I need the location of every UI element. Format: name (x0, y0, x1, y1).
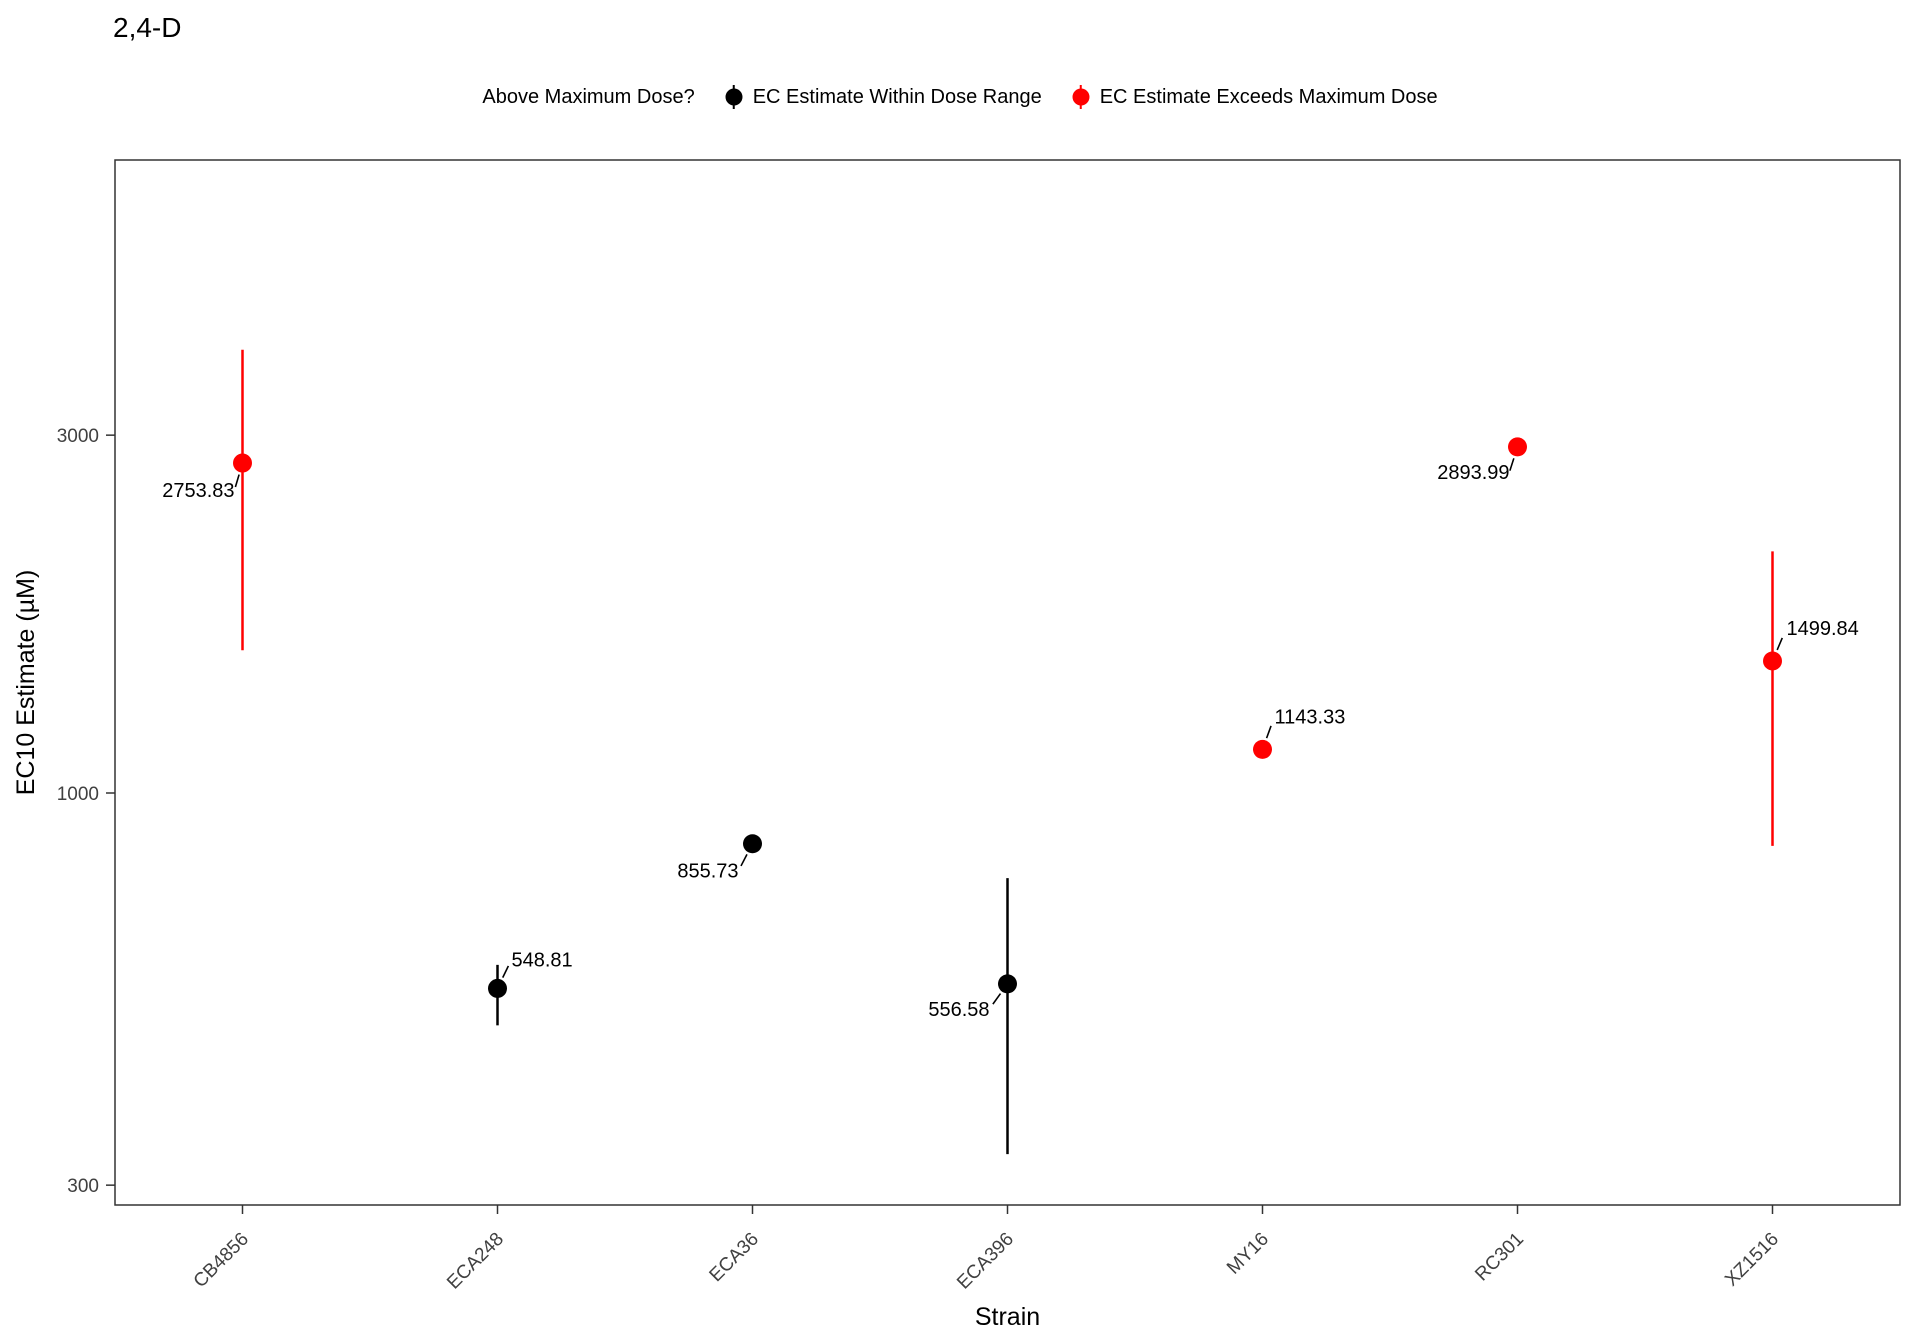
plot-title: 2,4-D (113, 12, 182, 43)
point-ECA248 (488, 978, 507, 998)
x-tick-label: ECA248 (443, 1229, 508, 1294)
legend-title: Above Maximum Dose? (482, 85, 695, 108)
label-leader-ECA36 (740, 854, 748, 867)
y-tick-label: 1000 (57, 784, 99, 805)
point-value-label-RC301: 2893.99 (1437, 462, 1509, 484)
label-leader-RC301 (1509, 458, 1515, 471)
point-value-label-XZ1516: 1499.84 (1787, 618, 1859, 640)
point-RC301 (1508, 437, 1527, 457)
legend: Above Maximum Dose? EC Estimate Within D… (0, 82, 1920, 112)
label-leader-MY16 (1265, 725, 1272, 739)
legend-label-within: EC Estimate Within Dose Range (752, 85, 1042, 108)
legend-item-within-dose-range: EC Estimate Within Dose Range (725, 82, 1042, 112)
point-value-label-ECA36: 855.73 (677, 861, 738, 883)
y-axis-title: EC10 Estimate (µM) (12, 570, 40, 796)
point-ECA36 (743, 834, 762, 854)
point-value-label-CB4856: 2753.83 (162, 480, 234, 502)
x-tick-label: ECA36 (706, 1229, 763, 1286)
x-tick-label: XZ1516 (1721, 1229, 1783, 1291)
legend-label-exceeds: EC Estimate Exceeds Maximum Dose (1099, 85, 1438, 108)
label-leader-ECA248 (501, 965, 510, 978)
label-leader-CB4856 (234, 474, 240, 488)
pointrange-key-black-icon (725, 82, 743, 112)
legend-key-dot (1072, 88, 1090, 106)
label-leader-XZ1516 (1776, 637, 1784, 651)
x-tick-label: RC301 (1471, 1229, 1528, 1286)
x-tick-label: ECA396 (953, 1229, 1018, 1294)
point-value-label-ECA248: 548.81 (512, 949, 573, 971)
y-tick-label: 300 (67, 1176, 99, 1197)
pointrange-key-red-icon (1072, 82, 1090, 112)
legend-key-dot (725, 88, 743, 106)
point-XZ1516 (1763, 651, 1782, 671)
point-value-label-MY16: 1143.33 (1275, 706, 1346, 728)
point-ECA396 (998, 974, 1017, 994)
label-leader-ECA396 (992, 993, 1002, 1005)
x-tick-label: CB4856 (190, 1229, 253, 1292)
legend-item-exceeds-max-dose: EC Estimate Exceeds Maximum Dose (1072, 82, 1438, 112)
point-value-label-ECA396: 556.58 (928, 999, 989, 1021)
x-tick-label: MY16 (1223, 1229, 1273, 1279)
x-axis-title: Strain (975, 1303, 1040, 1331)
point-MY16 (1253, 739, 1272, 759)
y-tick-label: 3000 (57, 426, 99, 447)
point-CB4856 (233, 453, 252, 473)
